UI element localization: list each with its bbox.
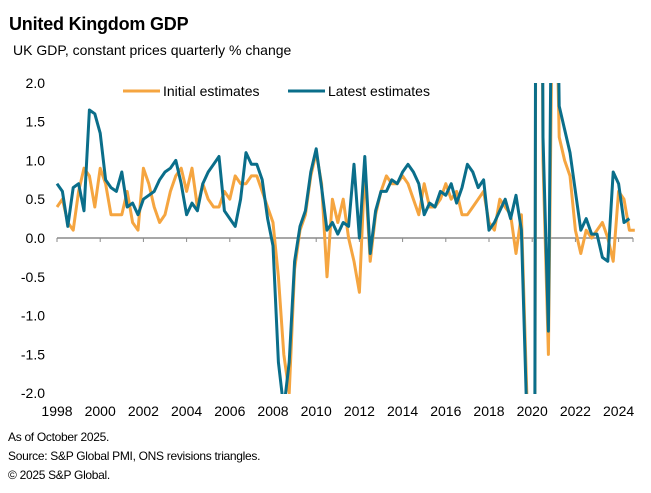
y-tick-label: -1.0 (21, 308, 45, 324)
x-tick-label: 2004 (171, 403, 202, 419)
y-axis: 2.0 1.5 1.0 0.5 0.0 -0.5 -1.0 -1.5 -2.0 (21, 75, 45, 401)
chart-plot: 2.0 1.5 1.0 0.5 0.0 -0.5 -1.0 -1.5 -2.0 1998 2000… (21, 75, 635, 419)
x-tick-label: 2012 (344, 403, 375, 419)
y-tick-label: -2.0 (21, 385, 45, 401)
x-tick-label: 2024 (603, 403, 634, 419)
x-axis: 1998 2000 2002 2004 2006 2008 2010 2012 2014 2016… (41, 237, 634, 419)
y-tick-label: 2.0 (26, 75, 46, 91)
footnote-copyright: © 2025 S&P Global. (8, 468, 110, 482)
y-tick-label: 0.0 (26, 230, 46, 246)
x-tick-label: 2000 (85, 403, 116, 419)
x-tick-label: 2018 (473, 403, 504, 419)
series-line-initial-estimates (55, 83, 635, 394)
x-tick-label: 2020 (517, 403, 548, 419)
x-tick-label: 2010 (301, 403, 332, 419)
series-layer (55, 83, 635, 394)
x-tick-label: 2014 (387, 403, 418, 419)
x-tick-label: 2022 (560, 403, 591, 419)
chart-title: United Kingdom GDP (9, 14, 189, 34)
y-tick-label: -1.5 (21, 346, 45, 362)
x-tick-label: 2016 (430, 403, 461, 419)
legend-label-latest: Latest estimates (328, 83, 430, 99)
series-line-latest-estimates (55, 83, 631, 394)
footnote-source: Source: S&P Global PMI, ONS revisions tr… (8, 449, 261, 463)
x-tick-label: 2006 (214, 403, 245, 419)
chart-subtitle: UK GDP, constant prices quarterly % chan… (13, 42, 292, 58)
y-tick-label: 0.5 (26, 191, 46, 207)
x-tick-label: 2008 (257, 403, 288, 419)
footnote-date: As of October 2025. (8, 430, 110, 444)
legend-label-initial: Initial estimates (163, 83, 259, 99)
x-tick-label: 1998 (41, 403, 72, 419)
x-tick-label: 2002 (128, 403, 159, 419)
y-tick-label: 1.5 (26, 114, 46, 130)
y-tick-label: 1.0 (26, 152, 46, 168)
y-tick-label: -0.5 (21, 269, 45, 285)
legend: Initial estimates Latest estimates (123, 83, 430, 99)
